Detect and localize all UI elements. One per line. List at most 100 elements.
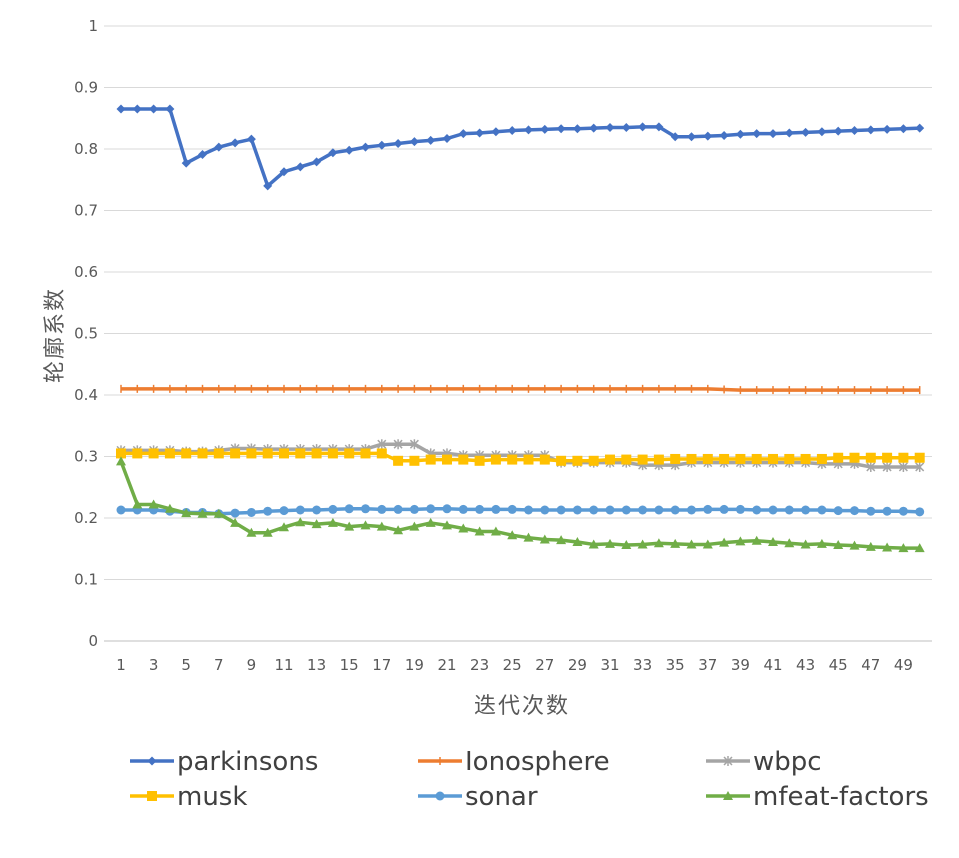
data-point [327, 517, 338, 527]
data-point [425, 517, 436, 527]
data-point [768, 505, 778, 515]
data-point [572, 536, 583, 546]
data-point [556, 455, 567, 466]
data-point [409, 439, 419, 450]
data-point [198, 150, 207, 160]
data-point [491, 504, 501, 514]
data-point [262, 527, 273, 537]
series-musk [116, 448, 925, 466]
x-tick-label: 9 [247, 656, 257, 674]
data-point [507, 504, 517, 514]
y-tick-label: 0.8 [74, 140, 98, 158]
data-point [882, 124, 892, 134]
data-point [426, 504, 436, 514]
data-point [833, 540, 844, 550]
x-tick-label: 27 [535, 656, 554, 674]
data-point [393, 525, 404, 535]
data-point [393, 439, 403, 450]
data-point [686, 539, 697, 549]
data-point [589, 123, 599, 133]
data-point [295, 505, 305, 515]
data-point [376, 521, 387, 531]
x-tick-label: 3 [149, 656, 159, 674]
data-point [915, 507, 925, 517]
series-line [121, 387, 920, 392]
x-tick-label: 29 [568, 656, 587, 674]
x-axis-title: 迭代次数 [474, 694, 570, 719]
data-point [393, 455, 404, 466]
x-tick-label: 21 [437, 656, 456, 674]
data-point [197, 448, 208, 459]
data-point [638, 122, 648, 132]
data-point [849, 540, 860, 550]
y-tick-label: 1 [88, 17, 98, 35]
data-point [556, 124, 566, 134]
data-point [605, 505, 615, 515]
data-point [279, 167, 289, 177]
data-point [442, 520, 452, 530]
data-point [914, 452, 925, 463]
data-point [164, 503, 175, 513]
x-tick-label: 19 [405, 656, 424, 674]
y-tick-label: 0.5 [74, 325, 98, 343]
data-point [833, 452, 844, 463]
data-point [344, 504, 354, 514]
data-point [361, 504, 370, 514]
x-tick-label: 17 [372, 656, 391, 674]
data-point [540, 505, 550, 515]
data-point [147, 756, 157, 766]
data-point [539, 454, 550, 465]
data-point [262, 448, 273, 459]
data-point [116, 104, 126, 114]
data-point [898, 452, 909, 463]
data-point [490, 526, 501, 536]
series-parkinsons [116, 104, 925, 191]
y-tick-label: 0.2 [74, 509, 98, 527]
data-point [702, 453, 713, 464]
data-point [246, 134, 256, 144]
data-point [914, 543, 925, 553]
data-point [475, 504, 485, 514]
data-point [751, 535, 762, 545]
x-tick-label: 11 [274, 656, 293, 674]
data-point [687, 132, 696, 142]
data-point [735, 536, 746, 546]
data-point [719, 130, 729, 140]
data-point [539, 534, 550, 544]
legend-item: Ionosphere [418, 747, 610, 777]
data-point [833, 506, 843, 516]
data-point [882, 506, 892, 516]
data-point [393, 504, 403, 514]
data-point [360, 448, 371, 459]
data-point [230, 448, 241, 459]
data-point [719, 537, 730, 547]
data-point [523, 454, 534, 465]
data-point [507, 126, 517, 136]
data-point [637, 539, 648, 549]
data-point [132, 448, 143, 459]
data-point [311, 448, 322, 459]
series-line [121, 442, 920, 469]
data-point [850, 126, 859, 136]
data-point [263, 506, 273, 516]
data-point [621, 505, 631, 515]
x-tick-label: 41 [763, 656, 782, 674]
data-point [801, 127, 811, 137]
data-point [409, 521, 420, 531]
x-tick-label: 13 [307, 656, 326, 674]
data-point [621, 454, 632, 465]
data-point [898, 461, 908, 472]
x-tick-label: 1 [116, 656, 126, 674]
legend-item: musk [130, 782, 247, 812]
legend: parkinsons Ionosphere wbpc musk sonar mfeat-f… [130, 747, 929, 812]
series-layer [116, 104, 925, 553]
data-point [426, 135, 436, 145]
data-point [816, 538, 827, 548]
data-point [670, 505, 680, 515]
data-point [230, 517, 241, 527]
data-point [800, 453, 811, 464]
data-point [850, 506, 859, 516]
data-point [540, 124, 550, 134]
data-point [393, 138, 403, 148]
gridlines [104, 25, 932, 642]
